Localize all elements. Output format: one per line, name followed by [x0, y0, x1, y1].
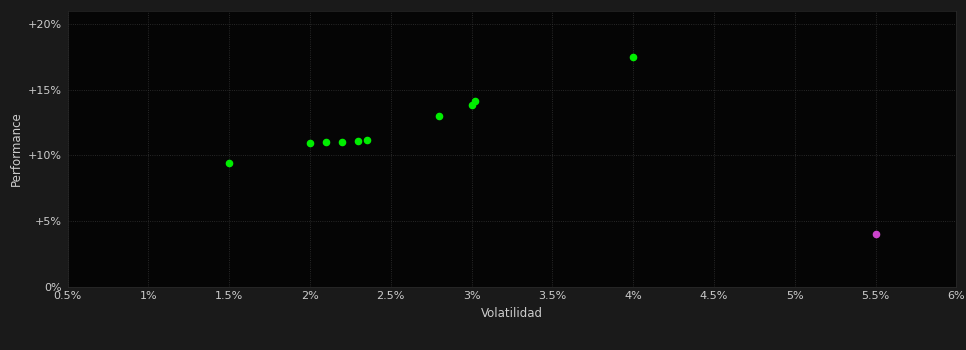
Point [432, 113, 447, 119]
Point [221, 160, 237, 166]
Point [867, 232, 883, 237]
X-axis label: Volatilidad: Volatilidad [481, 307, 543, 320]
Point [468, 99, 483, 104]
Point [358, 137, 374, 142]
Point [334, 139, 350, 144]
Y-axis label: Performance: Performance [10, 111, 22, 186]
Point [351, 138, 366, 144]
Point [302, 141, 318, 146]
Point [319, 139, 334, 145]
Point [464, 103, 479, 108]
Point [625, 54, 640, 60]
